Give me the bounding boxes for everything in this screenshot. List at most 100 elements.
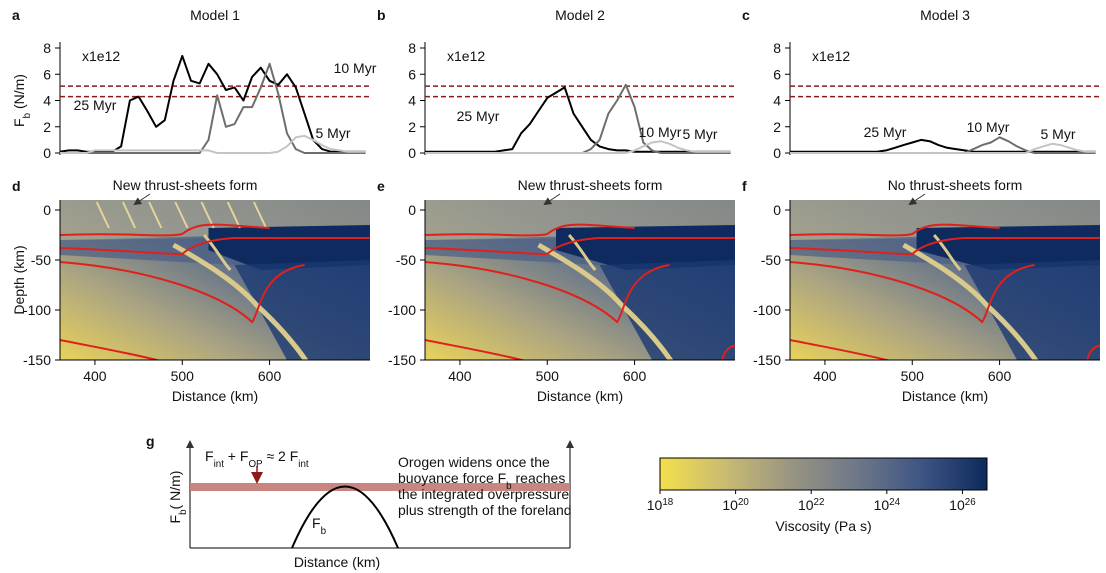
contour (790, 339, 891, 360)
colorbar-tick-label-part: 10 (798, 497, 814, 513)
x-axis-label: Distance (km) (902, 388, 988, 404)
y-tick-label: -50 (761, 252, 781, 268)
threshold-label-part: int (298, 459, 309, 470)
y-tick-label: 0 (773, 202, 781, 218)
colorbar-tick-label: 1022 (798, 497, 824, 514)
colorbar-label: Viscosity (Pa s) (775, 518, 871, 534)
series-label: 25 Myr (74, 97, 117, 113)
annotation-arrow (543, 193, 561, 206)
curve-label: Fb (312, 515, 327, 537)
y-tick-label: 6 (773, 66, 781, 82)
annotation: No thrust-sheets form (888, 177, 1023, 193)
x-tick-label: 400 (448, 368, 472, 384)
chart-title: Model 2 (555, 7, 605, 23)
contour (425, 236, 735, 256)
schematic-axes (186, 440, 574, 549)
contour (60, 339, 161, 360)
y-axis-label-part: (N/m) (11, 74, 27, 113)
series-line (60, 62, 366, 154)
slab-band (567, 234, 597, 271)
y-tick-label: -150 (388, 352, 416, 368)
threshold-label-part: OP (248, 459, 263, 470)
schematic-y-label-part: ( N/m) (167, 471, 183, 510)
schematic-y-label-part: F (167, 515, 183, 524)
panel-letter: g (146, 433, 155, 449)
series-label: 10 Myr (639, 124, 682, 140)
chart-title: Model 1 (190, 7, 240, 23)
y-tick-label: 8 (773, 40, 781, 56)
colorbar-tick-label-part: 22 (814, 497, 825, 508)
y-tick-label: -50 (396, 252, 416, 268)
viscosity-field (425, 200, 735, 360)
note-line: buoyance force Fb reaches (398, 470, 565, 492)
y-tick-label: 6 (43, 66, 51, 82)
y-axis-label-part: b (22, 112, 33, 118)
schematic-y-label: Fb( N/m) (167, 471, 189, 524)
contour (425, 339, 526, 360)
y-axis-label-part: F (11, 118, 27, 127)
series-line (425, 86, 731, 153)
viscosity-field (790, 200, 1100, 360)
chart-title: Model 3 (920, 7, 970, 23)
lithosphere-block (208, 225, 370, 270)
colorbar-tick-label-part: 24 (889, 497, 900, 508)
note-line-part: buoyance force F (398, 470, 506, 486)
contour (721, 344, 735, 360)
panel-letter: b (377, 7, 386, 23)
y-tick-label: -150 (753, 352, 781, 368)
note-line-part: Orogen widens once the (398, 454, 550, 470)
colorbar-tick-label-part: 10 (647, 497, 663, 513)
y-tick-label: 2 (43, 119, 51, 135)
colorbar-tick-label-part: 10 (949, 497, 965, 513)
x-tick-label: 600 (988, 368, 1012, 384)
y-axis-label: Depth (km) (11, 245, 27, 314)
x-tick-label: 500 (171, 368, 195, 384)
series-line (425, 140, 731, 154)
multiplier: x1e12 (82, 48, 120, 64)
y-tick-label: -100 (388, 302, 416, 318)
colorbar-tick-label-part: 26 (965, 497, 976, 508)
series-label: 25 Myr (864, 124, 907, 140)
slab-band (537, 242, 674, 360)
x-tick-label: 600 (258, 368, 282, 384)
series-line (790, 142, 1096, 154)
x-axis-label: Distance (km) (537, 388, 623, 404)
y-tick-label: 8 (43, 40, 51, 56)
series-label: 10 Myr (967, 119, 1010, 135)
y-tick-label: 0 (773, 145, 781, 161)
slab-band (202, 234, 232, 271)
schematic-y-label-part: b (178, 509, 189, 515)
contour (425, 261, 670, 324)
note-line-part: the integrated overpressure (398, 486, 569, 502)
y-tick-label: 2 (408, 119, 416, 135)
note-line: Orogen widens once the (398, 454, 550, 470)
x-tick-label: 400 (83, 368, 107, 384)
x-tick-label: 500 (901, 368, 925, 384)
thrust-fault (226, 201, 241, 229)
colorbar-tick-label: 1024 (874, 497, 901, 514)
contour (60, 261, 305, 324)
contour (60, 223, 270, 237)
note-line-part: plus strength of the foreland (398, 502, 572, 518)
threshold-label: Fint + FOP ≈ 2 Fint (205, 448, 309, 470)
thrust-fault (148, 201, 163, 229)
contour (425, 223, 635, 237)
y-tick-label: 6 (408, 66, 416, 82)
y-tick-label: 0 (408, 202, 416, 218)
series-label: 5 Myr (683, 126, 718, 142)
series-label: 5 Myr (316, 125, 351, 141)
lithosphere-block (916, 225, 1100, 270)
threshold-label-part: int (214, 459, 225, 470)
colorbar-tick-label: 1026 (949, 497, 976, 514)
y-tick-label: 4 (408, 93, 416, 109)
lithosphere-block (556, 225, 735, 270)
contour (60, 236, 370, 256)
thrust-fault (252, 201, 268, 229)
annotation-arrow (908, 193, 926, 206)
colorbar-tick-label-part: 10 (722, 497, 738, 513)
annotation-arrow (133, 193, 151, 206)
colorbar (659, 457, 988, 491)
series-label: 25 Myr (457, 108, 500, 124)
thrust-fault (174, 201, 189, 229)
